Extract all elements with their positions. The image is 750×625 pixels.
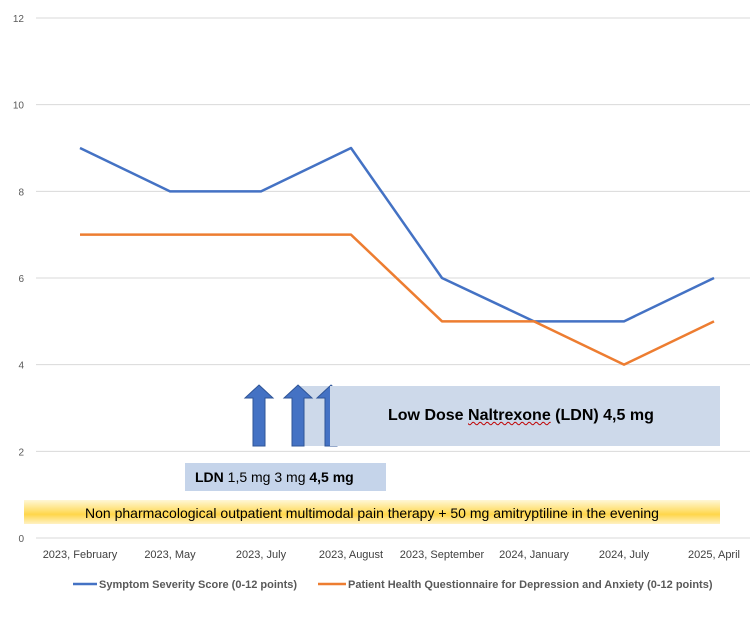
ldn-dose-box: LDN 1,5 mg 3 mg 4,5 mg	[185, 463, 386, 491]
ldn-panel-prefix: Low Dose	[388, 407, 469, 424]
legend-label-1: Symptom Severity Score (0-12 points)	[99, 579, 297, 591]
y-tick-label-0: 0	[18, 534, 24, 545]
y-tick-label-10: 10	[13, 101, 25, 112]
dose-box-text: LDN 1,5 mg 3 mg 4,5 mg	[195, 469, 354, 485]
x-tick-label: 2024, January	[499, 549, 569, 561]
x-tick-label: 2023, July	[236, 549, 287, 561]
y-tick-label-12: 12	[13, 14, 25, 25]
x-axis-ticks: 2023, February 2023, May 2023, July 2023, A…	[43, 549, 740, 561]
dose-arrow-2	[282, 384, 314, 447]
ldn-panel-suffix: (LDN) 4,5 mg	[550, 407, 654, 424]
x-tick-label: 2023, September	[400, 549, 485, 561]
dose-steps: 1,5 mg 3 mg	[223, 469, 310, 485]
ldn-annotation-panel: Low Dose Naltrexone (LDN) 4,5 mg	[330, 386, 720, 446]
dose-arrows	[243, 384, 347, 447]
series-line-2	[80, 233, 715, 366]
series-line-1	[79, 146, 715, 323]
y-tick-label-4: 4	[18, 361, 24, 372]
therapy-band: Non pharmacological outpatient multimoda…	[24, 500, 720, 524]
ldn-panel-underlined: Naltrexone	[468, 407, 551, 424]
dose-ldn-label: LDN	[195, 469, 224, 485]
therapy-text: Non pharmacological outpatient multimoda…	[85, 505, 659, 521]
arrow-wedge	[298, 386, 330, 446]
y-tick-label-8: 8	[18, 187, 24, 198]
y-axis-ticks: 0 2 4 6 8 10 12	[13, 14, 25, 545]
y-tick-label-2: 2	[18, 447, 24, 458]
x-tick-label: 2023, May	[144, 549, 196, 561]
dose-arrow-1	[243, 384, 275, 447]
dose-final: 4,5 mg	[309, 469, 354, 485]
x-tick-label: 2025, April	[688, 549, 740, 561]
series-lines	[79, 146, 715, 366]
ldn-panel-text: Low Dose Naltrexone (LDN) 4,5 mg	[388, 407, 654, 425]
x-tick-label: 2024, July	[599, 549, 650, 561]
x-tick-label: 2023, August	[319, 549, 383, 561]
legend-label-2: Patient Health Questionnaire for Depress…	[348, 579, 713, 591]
legend: Symptom Severity Score (0-12 points) Pati…	[73, 579, 713, 591]
y-tick-label-6: 6	[18, 274, 24, 285]
x-tick-label: 2023, February	[43, 549, 118, 561]
grid-lines	[36, 17, 750, 539]
